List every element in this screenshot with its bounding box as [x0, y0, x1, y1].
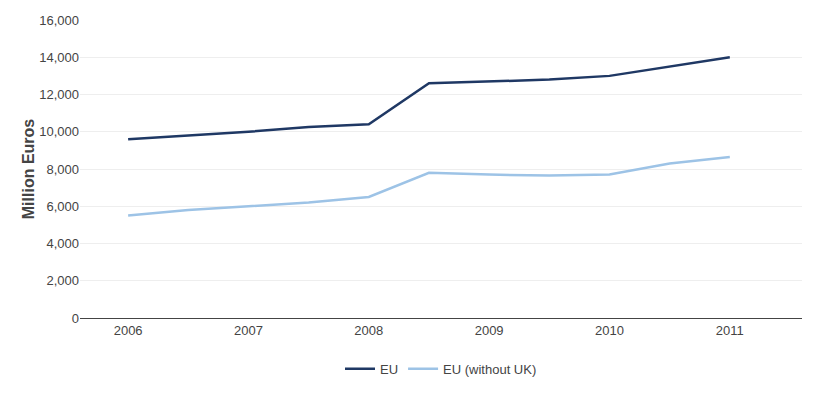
svg-text:2008: 2008	[354, 323, 383, 338]
svg-text:6,000: 6,000	[46, 199, 79, 214]
svg-text:16,000: 16,000	[39, 13, 79, 28]
svg-text:2007: 2007	[234, 323, 263, 338]
svg-text:10,000: 10,000	[39, 124, 79, 139]
svg-text:EU: EU	[380, 362, 398, 377]
svg-text:Million Euros: Million Euros	[20, 119, 37, 220]
svg-text:4,000: 4,000	[46, 236, 79, 251]
svg-text:0: 0	[72, 311, 79, 326]
svg-text:2010: 2010	[595, 323, 624, 338]
svg-text:8,000: 8,000	[46, 162, 79, 177]
svg-text:12,000: 12,000	[39, 87, 79, 102]
svg-text:EU (without UK): EU (without UK)	[443, 362, 536, 377]
svg-text:2006: 2006	[114, 323, 143, 338]
svg-text:14,000: 14,000	[39, 50, 79, 65]
svg-text:2,000: 2,000	[46, 273, 79, 288]
svg-text:2009: 2009	[475, 323, 504, 338]
svg-text:2011: 2011	[716, 323, 744, 338]
